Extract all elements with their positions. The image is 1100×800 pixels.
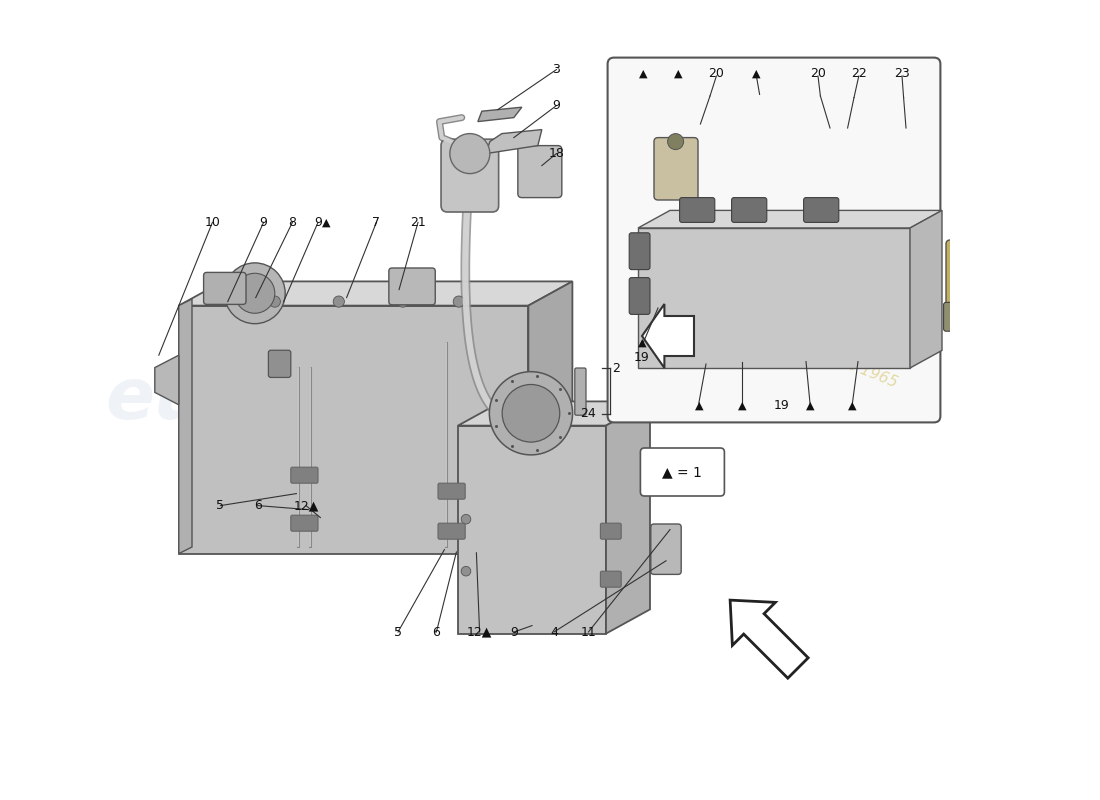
Text: a passion for parts since 1965: a passion for parts since 1965 [680,290,900,390]
Text: ▲: ▲ [752,69,761,78]
Text: ▲: ▲ [638,338,647,347]
Polygon shape [477,107,521,122]
Text: 5: 5 [394,626,402,638]
Circle shape [490,372,573,455]
Text: 21: 21 [410,216,426,229]
FancyBboxPatch shape [946,240,988,316]
FancyBboxPatch shape [204,272,246,305]
FancyBboxPatch shape [389,268,436,305]
Circle shape [461,514,471,524]
Polygon shape [179,282,572,306]
Text: ▲: ▲ [321,218,330,227]
Polygon shape [642,304,694,368]
Circle shape [450,134,490,174]
FancyBboxPatch shape [438,523,465,539]
Text: 23: 23 [894,67,910,80]
Polygon shape [155,355,179,405]
Text: 18: 18 [549,147,564,160]
Text: 20: 20 [708,67,724,80]
Polygon shape [910,210,942,368]
Text: 22: 22 [851,67,867,80]
Text: ▲ = 1: ▲ = 1 [662,465,702,479]
Text: 2: 2 [613,362,620,374]
FancyBboxPatch shape [441,139,498,212]
Text: 10: 10 [205,216,220,229]
Text: 9: 9 [260,216,267,229]
Text: 19: 19 [774,399,790,412]
FancyBboxPatch shape [804,198,839,222]
FancyBboxPatch shape [629,278,650,314]
Text: ▲: ▲ [694,401,703,410]
Text: ▲: ▲ [805,401,814,410]
Circle shape [270,296,280,307]
Text: 9: 9 [552,99,560,112]
FancyBboxPatch shape [654,138,698,200]
FancyBboxPatch shape [944,302,979,331]
Text: a passion for parts since 1965: a passion for parts since 1965 [254,452,574,596]
Polygon shape [179,299,192,554]
Text: 6: 6 [432,626,440,638]
FancyBboxPatch shape [290,515,318,531]
Polygon shape [638,228,910,368]
Text: ▲: ▲ [738,401,746,410]
Text: 20: 20 [810,67,826,80]
Circle shape [224,263,285,324]
Text: 24: 24 [581,407,596,420]
FancyBboxPatch shape [629,233,650,270]
FancyBboxPatch shape [268,350,290,378]
Text: eurospares: eurospares [659,267,922,309]
Polygon shape [458,426,606,634]
FancyBboxPatch shape [640,448,725,496]
Text: 7: 7 [373,216,381,229]
Polygon shape [458,402,650,426]
Text: 12▲: 12▲ [466,626,493,638]
Text: 19: 19 [634,351,650,364]
Circle shape [333,296,344,307]
Text: 3: 3 [552,63,560,76]
Polygon shape [638,210,942,228]
Text: 5: 5 [217,499,224,512]
FancyBboxPatch shape [290,467,318,483]
Circle shape [397,296,408,307]
FancyBboxPatch shape [651,524,681,574]
Text: 8: 8 [288,216,296,229]
FancyBboxPatch shape [575,368,586,415]
Polygon shape [179,306,528,554]
Circle shape [234,274,275,314]
FancyBboxPatch shape [438,483,465,499]
Circle shape [668,134,683,150]
Text: eurospares: eurospares [106,366,562,434]
Text: ▲: ▲ [848,401,857,410]
FancyBboxPatch shape [680,198,715,222]
Text: 6: 6 [254,499,262,512]
Text: 4: 4 [550,626,558,638]
Text: 12▲: 12▲ [294,499,319,512]
Text: ▲: ▲ [639,69,648,78]
Circle shape [453,296,464,307]
Polygon shape [528,282,572,554]
Circle shape [461,566,471,576]
Text: ▲: ▲ [673,69,682,78]
FancyBboxPatch shape [732,198,767,222]
FancyBboxPatch shape [518,146,562,198]
Polygon shape [486,130,542,154]
FancyBboxPatch shape [607,58,940,422]
Text: 9: 9 [510,626,518,638]
Polygon shape [730,600,808,678]
FancyBboxPatch shape [601,523,621,539]
Circle shape [503,385,560,442]
Text: 11: 11 [581,626,596,638]
Polygon shape [606,402,650,634]
Text: 9: 9 [315,216,322,229]
FancyBboxPatch shape [601,571,621,587]
FancyBboxPatch shape [978,302,1013,331]
